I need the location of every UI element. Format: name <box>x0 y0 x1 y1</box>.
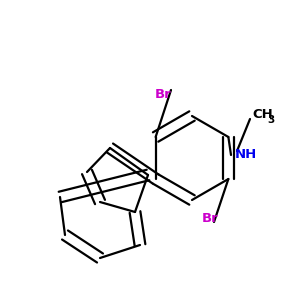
Text: 3: 3 <box>267 115 274 125</box>
Text: Br: Br <box>154 88 171 101</box>
Text: NH: NH <box>235 148 257 161</box>
Text: Br: Br <box>202 212 218 224</box>
Text: CH: CH <box>252 109 273 122</box>
